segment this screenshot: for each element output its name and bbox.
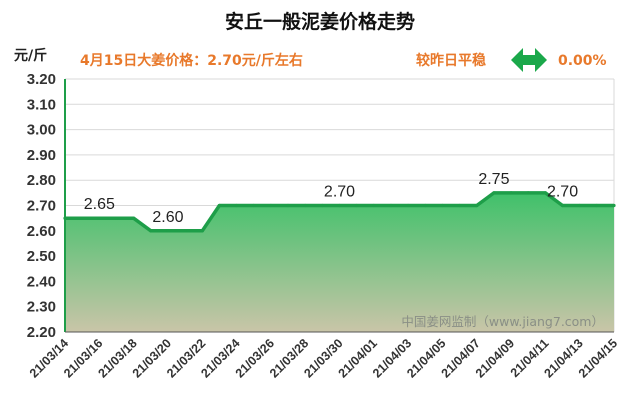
data-point xyxy=(80,216,84,220)
price-note: 4月15日大姜价格：2.70元/斤左右 xyxy=(80,52,303,69)
data-labels: 2.65 2.60 2.70 2.75 2.70 xyxy=(84,171,578,226)
data-point xyxy=(389,203,393,208)
y-tick-label: 3.10 xyxy=(27,96,56,113)
data-point xyxy=(200,229,204,233)
compare-label: 较昨日平稳 xyxy=(416,52,486,69)
data-point xyxy=(492,191,496,195)
data-point xyxy=(132,216,136,220)
chart-title: 安丘一般泥姜价格走势 xyxy=(225,10,415,33)
y-tick-label: 2.80 xyxy=(27,172,56,189)
data-point xyxy=(595,203,599,208)
data-point xyxy=(612,203,616,208)
y-tick-label: 2.70 xyxy=(27,198,56,215)
price-area xyxy=(65,191,614,332)
data-point xyxy=(183,229,187,233)
double-arrow-icon xyxy=(511,48,547,72)
y-tick-label: 2.20 xyxy=(27,324,56,341)
y-tick-label: 2.50 xyxy=(27,248,56,265)
data-point xyxy=(526,191,530,195)
data-point xyxy=(166,229,170,233)
data-point xyxy=(286,203,290,208)
price-area-fill xyxy=(65,192,614,332)
data-point xyxy=(560,203,565,208)
data-point xyxy=(440,203,444,208)
data-point xyxy=(217,203,221,208)
data-label: 2.60 xyxy=(152,209,183,226)
y-axis-unit: 元/斤 xyxy=(14,47,47,64)
data-point xyxy=(372,203,376,208)
data-point xyxy=(578,203,582,208)
data-point xyxy=(114,216,119,220)
y-axis-ticks: 2.20 2.30 2.40 2.50 2.60 2.70 2.80 2.90 3.00 3.10… xyxy=(27,71,56,341)
data-point xyxy=(320,203,324,208)
data-label: 2.70 xyxy=(324,184,355,201)
data-point xyxy=(235,203,239,208)
data-point xyxy=(355,203,359,208)
data-point xyxy=(149,229,153,233)
y-tick-label: 2.60 xyxy=(27,223,56,240)
data-point xyxy=(97,216,101,220)
data-label: 2.75 xyxy=(478,171,509,188)
data-point xyxy=(458,203,462,208)
x-axis-ticks: 21/03/1421/03/1621/03/1821/03/2021/03/22… xyxy=(27,336,620,380)
data-label: 2.65 xyxy=(84,196,115,213)
y-tick-label: 2.40 xyxy=(27,273,56,290)
data-point xyxy=(303,203,307,208)
data-point xyxy=(543,191,548,195)
data-point xyxy=(252,203,256,208)
axes xyxy=(64,79,614,333)
y-tick-label: 3.20 xyxy=(27,71,56,88)
change-percent: 0.00% xyxy=(558,53,607,69)
data-point xyxy=(475,203,479,208)
data-point xyxy=(337,203,342,208)
data-label: 2.70 xyxy=(547,184,578,201)
data-point xyxy=(423,203,427,208)
data-point xyxy=(509,191,513,195)
y-tick-label: 2.30 xyxy=(27,299,56,316)
data-point xyxy=(269,203,273,208)
y-tick-label: 3.00 xyxy=(27,122,56,139)
watermark: 中国姜网监制（www.jiang7.com） xyxy=(401,314,604,329)
data-point xyxy=(406,203,410,208)
y-tick-label: 2.90 xyxy=(27,147,56,164)
